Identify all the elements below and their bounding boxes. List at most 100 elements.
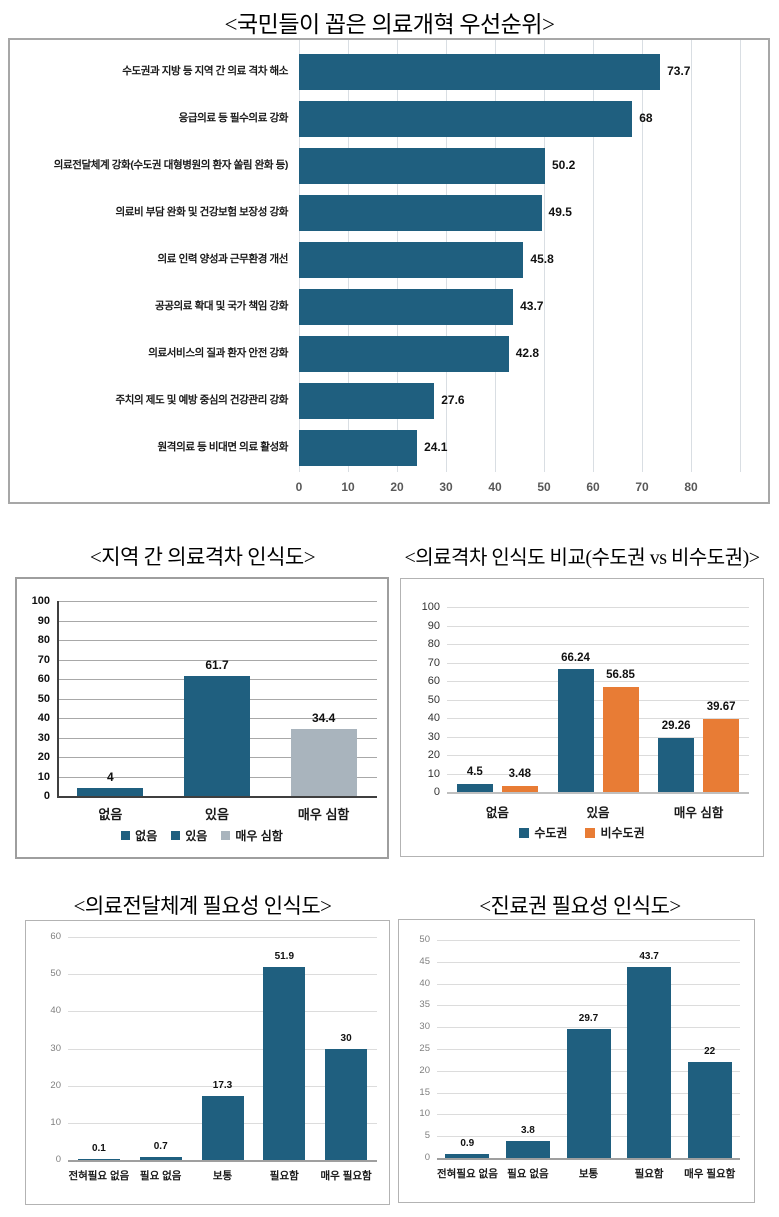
bar	[566, 1028, 611, 1158]
gridline	[447, 755, 749, 756]
legend-swatch	[585, 827, 596, 838]
bar	[139, 1157, 182, 1160]
bar-value-label: 3.8	[520, 1125, 535, 1137]
y-tick-label: 0	[433, 786, 440, 798]
y-tick-label: 10	[419, 1108, 430, 1120]
y-tick-label: 20	[50, 1079, 61, 1091]
y-tick-label: 60	[37, 673, 50, 685]
bar-value-label: 56.85	[606, 669, 635, 682]
bar-value-label: 49.5	[548, 204, 572, 219]
delivery-system-chart-title: <의료전달체계 필요성 인식도>	[73, 894, 332, 918]
y-tick-label: 5	[424, 1130, 430, 1142]
gridline	[691, 40, 692, 472]
x-category-label: 보통	[212, 1170, 233, 1182]
bar-category-label: 수도권과 지방 등 지역 간 의료 격차 해소	[122, 64, 288, 77]
gridline	[447, 681, 749, 682]
y-tick-label: 50	[37, 692, 50, 705]
legend: 없음 있음 매우 심함	[17, 827, 387, 844]
bar-value-label: 29.7	[578, 1012, 599, 1024]
bar-value-label: 68	[639, 110, 653, 125]
x-tick-label: 60	[586, 480, 600, 494]
x-tick-label: 80	[684, 480, 698, 494]
bar-value-label: 29.26	[661, 720, 691, 733]
bar-value-label: 17.3	[212, 1079, 233, 1091]
legend-swatch	[171, 831, 181, 840]
x-category-label: 매우 필요함	[320, 1170, 372, 1182]
gap-comparison-chart-title: <의료격차 인식도 비교(수도권 vs 비수도권)>	[404, 547, 760, 569]
y-tick-label: 30	[37, 731, 50, 744]
gridline	[437, 961, 740, 963]
x-tick-label: 0	[295, 480, 303, 494]
bar	[77, 788, 144, 796]
regional-gap-chart-title: <지역 간 의료격차 인식도>	[89, 545, 316, 569]
y-tick-label: 40	[419, 977, 430, 989]
legend-label: 없음	[135, 829, 158, 843]
bar-category-label: 의료비 부담 완화 및 건강보험 보장성 강화	[115, 205, 288, 218]
regional-gap-chart-panel: 0 10 20 30 40 50 60 70 80 90 100 4 없음 61.7 있음 34.4 매우 심함…	[15, 577, 389, 859]
bar	[687, 1062, 732, 1158]
bar-value-label: 24.1	[424, 439, 448, 454]
legend-label: 있음	[185, 829, 208, 843]
legend-label: 비수도권	[600, 826, 645, 840]
legend: 수도권 비수도권	[401, 824, 763, 841]
bar	[557, 669, 594, 792]
bar-value-label: 43.7	[520, 298, 544, 313]
legend-label: 매우 심함	[235, 829, 283, 843]
gridline	[68, 937, 377, 938]
legend-swatch	[221, 831, 231, 840]
y-tick-label: 0	[43, 790, 50, 802]
x-tick-label: 30	[439, 480, 453, 494]
priority-chart-title: <국민들이 꼽은 의료개혁 우선순위>	[224, 12, 555, 37]
bar	[703, 718, 740, 792]
y-tick-label: 10	[37, 770, 50, 783]
x-tick-label: 50	[537, 480, 551, 494]
bar	[325, 1048, 368, 1160]
bar	[184, 675, 250, 796]
bar-value-label: 34.4	[311, 710, 336, 725]
gridline	[68, 1085, 377, 1087]
y-tick-label: 90	[37, 614, 50, 627]
legend-item: 매우 심함	[221, 827, 283, 844]
bar-category-label: 주치의 제도 및 예방 중심의 건강관리 강화	[115, 393, 288, 406]
gridline	[68, 1048, 377, 1050]
bar	[501, 785, 538, 792]
y-tick-label: 50	[50, 968, 61, 980]
bar-value-label: 0.7	[153, 1141, 168, 1153]
bar-value-label: 4.5	[466, 766, 483, 779]
y-tick-label: 0	[55, 1154, 61, 1165]
x-axis-line	[437, 1158, 740, 1160]
bar	[263, 967, 306, 1160]
priority-chart-panel: 0 10 20 30 40 50 60 70 80 수도권과 지방 등 지역 간 의료 격차 해소…	[8, 38, 770, 504]
bar	[602, 686, 639, 792]
gridline	[437, 1027, 740, 1029]
y-tick-label: 50	[427, 693, 440, 706]
x-category-label: 매우 심함	[297, 807, 350, 822]
legend-item: 있음	[171, 827, 207, 844]
gridline	[57, 601, 377, 602]
bar-value-label: 0.9	[460, 1138, 475, 1150]
legend-label: 수도권	[534, 826, 568, 840]
bar-value-label: 45.8	[530, 251, 554, 266]
bar-value-label: 61.7	[205, 657, 229, 672]
y-tick-label: 30	[50, 1042, 61, 1054]
bar	[299, 53, 661, 90]
y-tick-label: 60	[50, 931, 61, 942]
gridline	[57, 620, 377, 622]
y-tick-label: 100	[421, 601, 440, 613]
y-tick-label: 30	[427, 730, 440, 743]
x-category-label: 매우 필요함	[684, 1168, 736, 1180]
x-category-label: 필요 없음	[139, 1170, 182, 1182]
gridline	[68, 974, 377, 976]
bar	[299, 382, 435, 419]
x-category-label: 매우 심함	[673, 806, 724, 820]
gridline	[447, 699, 749, 701]
gridline	[447, 736, 749, 738]
gridline	[437, 940, 740, 941]
care-zone-chart-title: <진료권 필요성 인식도>	[479, 894, 681, 918]
bar	[290, 728, 357, 796]
gridline	[544, 40, 545, 472]
bar	[445, 1154, 490, 1158]
y-tick-label: 80	[37, 634, 50, 646]
gridline	[57, 659, 377, 661]
